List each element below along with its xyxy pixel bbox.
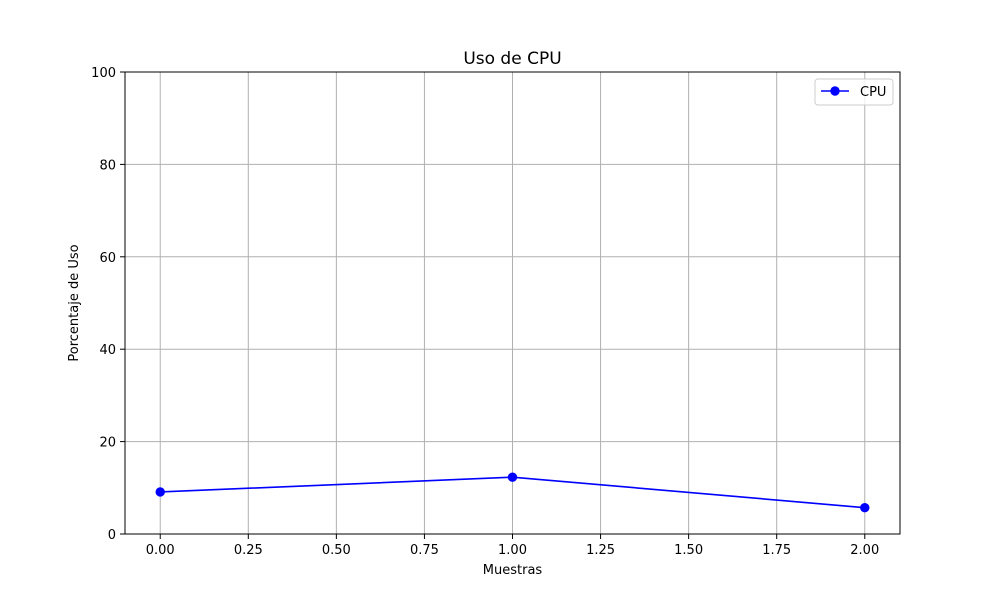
x-tick-label: 0.00 xyxy=(146,543,175,558)
legend-marker-sample xyxy=(830,86,840,96)
x-tick-label: 0.50 xyxy=(322,543,351,558)
y-tick-label: 40 xyxy=(99,343,116,358)
axis-ticks: 0.00 0.25 0.50 0.75 1.00 1.25 1.50 1.75 2.00 0 20 4… xyxy=(91,66,879,558)
y-axis-title: Porcentaje de Uso xyxy=(67,244,82,361)
legend-box xyxy=(814,78,894,106)
y-tick-label: 20 xyxy=(99,436,116,451)
x-tick-label: 2.00 xyxy=(850,543,879,558)
chart-title: Uso de CPU xyxy=(463,49,561,69)
legend: CPU xyxy=(814,78,894,106)
y-tick-label: 60 xyxy=(99,251,116,266)
y-tick-label: 0 xyxy=(108,528,116,543)
x-tick-label: 0.25 xyxy=(234,543,263,558)
legend-label-cpu: CPU xyxy=(860,85,886,100)
data-point-cpu xyxy=(860,502,870,513)
x-tick-label: 1.25 xyxy=(586,543,615,558)
y-tick-label: 100 xyxy=(91,66,116,81)
x-tick-label: 1.50 xyxy=(674,543,703,558)
data-point-cpu xyxy=(155,487,165,497)
x-tick-label: 0.75 xyxy=(410,543,439,558)
series-layer xyxy=(155,472,870,513)
x-tick-label: 1.00 xyxy=(498,543,527,558)
x-tick-label: 1.75 xyxy=(762,543,791,558)
y-tick-label: 80 xyxy=(99,158,116,173)
data-point-cpu xyxy=(507,472,518,482)
x-axis-title: Muestras xyxy=(483,563,543,578)
